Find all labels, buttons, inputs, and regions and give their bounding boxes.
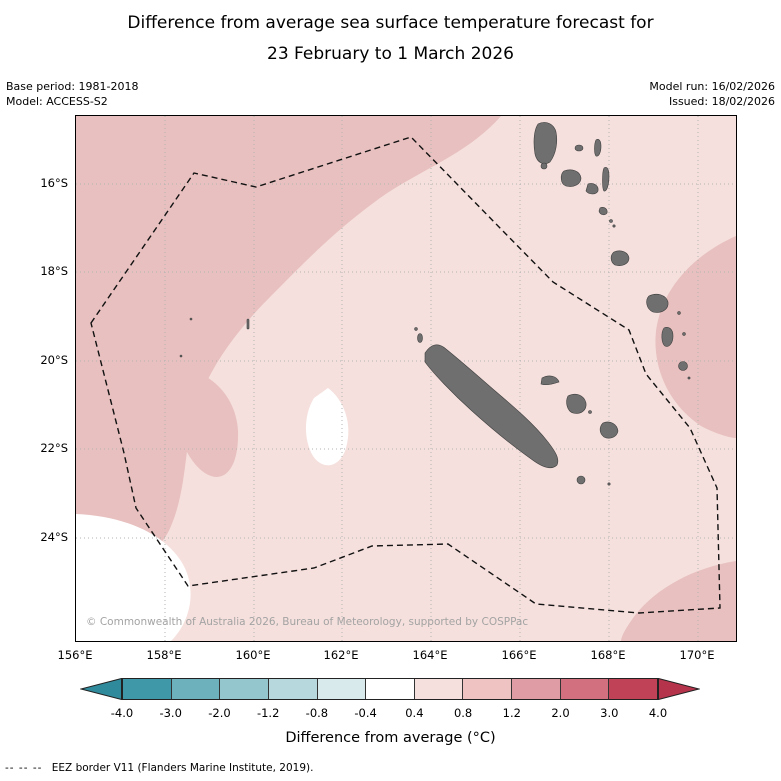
colorbar-segment	[220, 679, 269, 699]
page-title: Difference from average sea surface temp…	[127, 13, 654, 33]
new-caledonia-island	[424, 344, 559, 469]
anomaly-region-medium	[621, 561, 736, 641]
colorbar-ticks: -4.0 -3.0 -2.0 -1.2 -0.8 -0.4 0.4 0.8 1.…	[111, 706, 667, 722]
anomaly-region-medium	[76, 116, 501, 581]
colorbar-segment	[512, 679, 561, 699]
anomaly-region-medium	[171, 366, 239, 477]
colorbar-tick: -0.8	[305, 706, 329, 720]
islands	[179, 122, 691, 486]
erromango-island	[646, 293, 669, 313]
small-island	[414, 327, 418, 331]
colorbar-segment	[463, 679, 513, 699]
reef-islet	[179, 354, 183, 358]
map-svg: © Commonwealth of Australia 2026, Bureau…	[76, 116, 736, 641]
issued-label: Issued: 18/02/2026	[668, 95, 775, 108]
colorbar-segment	[560, 679, 610, 699]
colorbar-tick: 4.0	[648, 706, 668, 720]
aneityum-island	[678, 361, 688, 371]
aniwa-island	[677, 311, 681, 315]
efate-island	[610, 250, 630, 266]
lon-label: 164°E	[412, 648, 448, 662]
colorbar-segment	[123, 679, 172, 699]
colorbar	[80, 678, 700, 700]
matthew-island	[687, 376, 691, 380]
walpole-island	[607, 482, 611, 486]
lon-label: 168°E	[590, 648, 626, 662]
epi-island	[598, 207, 608, 216]
lat-label: 24°S	[40, 530, 68, 544]
anomaly-region-neutral	[76, 514, 191, 641]
mare-island	[599, 421, 619, 439]
colorbar-label: Difference from average (°C)	[285, 730, 496, 746]
isle-of-pines	[576, 475, 586, 485]
colorbar-segment	[317, 679, 367, 699]
lat-label: 20°S	[40, 353, 68, 367]
malakula-island	[560, 169, 582, 187]
lat-label: 16°S	[40, 176, 68, 190]
belep-islands	[417, 333, 423, 343]
shepherd-island	[612, 224, 616, 228]
colorbar-tick: 0.8	[453, 706, 473, 720]
meta-right: Model run: 16/02/2026 Issued: 18/02/2026	[649, 79, 775, 109]
colorbar-tick: -4.0	[110, 706, 134, 720]
colorbar-tick: 3.0	[600, 706, 619, 720]
anomaly-region-neutral	[305, 388, 349, 466]
colorbar-tick: 1.2	[502, 706, 521, 720]
ambrym-island	[585, 183, 599, 195]
tanna-island	[661, 327, 674, 347]
shepherd-island	[609, 219, 613, 223]
colorbar-tick: 2.0	[551, 706, 570, 720]
colorbar-body	[122, 678, 658, 700]
copyright-note: © Commonwealth of Australia 2026, Bureau…	[86, 616, 528, 628]
meta-left: Base period: 1981-2018 Model: ACCESS-S2	[6, 79, 138, 109]
malo-island	[540, 162, 548, 170]
lat-label: 18°S	[40, 264, 68, 278]
maewo-island	[594, 139, 602, 157]
anomaly-region-medium	[655, 236, 736, 438]
model-label: Model: ACCESS-S2	[6, 95, 108, 108]
map-area: © Commonwealth of Australia 2026, Bureau…	[75, 115, 737, 642]
ambae-island	[574, 144, 584, 152]
lon-label: 162°E	[323, 648, 359, 662]
colorbar-segment	[268, 679, 318, 699]
ouvea-island	[540, 375, 560, 386]
lon-label: 160°E	[235, 648, 271, 662]
lon-label: 158°E	[146, 648, 182, 662]
eez-legend: -- -- -- EEZ border V11 (Flanders Marine…	[5, 762, 313, 774]
lat-label: 22°S	[40, 441, 68, 455]
colorbar-segment	[414, 679, 464, 699]
colorbar-tick: 0.4	[405, 706, 424, 720]
colorbar-segment	[171, 679, 221, 699]
lon-label: 156°E	[57, 648, 93, 662]
colorbar-segment	[366, 679, 415, 699]
page-subtitle: 23 February to 1 March 2026	[267, 44, 514, 64]
colorbar-tick: -2.0	[208, 706, 231, 720]
lon-label: 170°E	[679, 648, 715, 662]
base-period-label: Base period: 1981-2018	[6, 80, 139, 93]
pentecost-island	[602, 167, 610, 192]
dashed-line-swatch: -- -- --	[5, 762, 43, 774]
lon-label: 166°E	[501, 648, 537, 662]
colorbar-tick: -0.4	[354, 706, 377, 720]
futuna-island	[682, 332, 686, 336]
colorbar-right-arrow	[658, 678, 700, 700]
tiga-island	[588, 410, 592, 414]
colorbar-segment	[609, 679, 658, 699]
espiritu-santo-island	[533, 122, 558, 165]
eez-border	[90, 136, 721, 614]
reef-islet	[189, 317, 193, 321]
model-run-label: Model run: 16/02/2026	[649, 80, 775, 93]
colorbar-left-arrow	[80, 678, 122, 700]
lifou-island	[566, 393, 587, 414]
colorbar-tick: -3.0	[159, 706, 182, 720]
eez-legend-label: EEZ border V11 (Flanders Marine Institut…	[51, 762, 314, 774]
colorbar-tick: -1.2	[256, 706, 280, 720]
reef-islet	[246, 318, 250, 330]
